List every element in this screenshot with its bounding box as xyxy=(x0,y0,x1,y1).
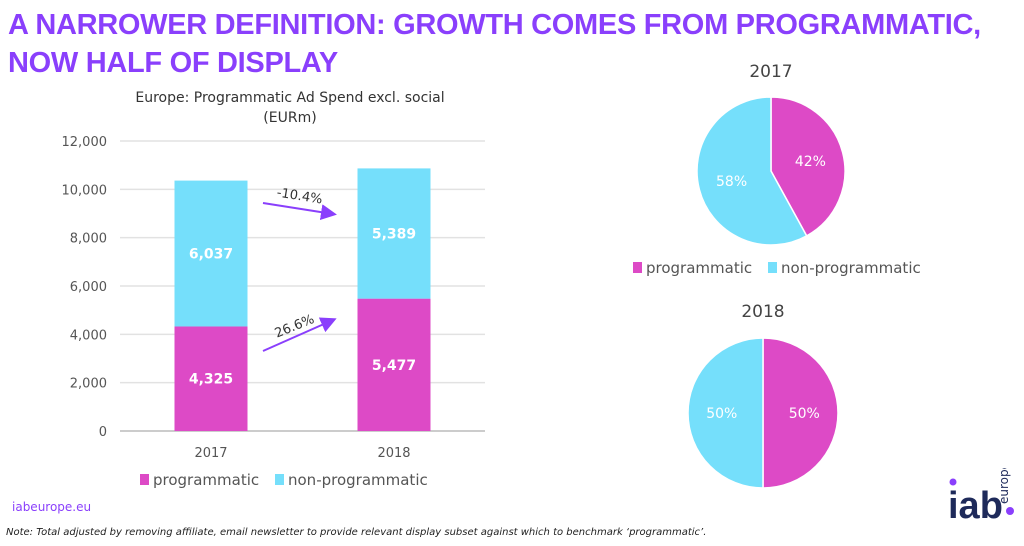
legend-label: programmatic xyxy=(153,471,259,489)
y-tick-label: 8,000 xyxy=(70,232,107,247)
site-link[interactable]: iabeurope.eu xyxy=(12,500,92,514)
pie-slice-label: 50% xyxy=(789,406,820,422)
pie-slice-non-programmatic xyxy=(687,337,764,489)
pie-slice-programmatic xyxy=(770,96,846,237)
legend-swatch-programmatic xyxy=(140,474,149,485)
pie-title: 2018 xyxy=(741,302,784,322)
y-tick-label: 12,000 xyxy=(62,135,108,150)
bar-programmatic xyxy=(357,298,431,431)
pie-legend-label: non-programmatic xyxy=(781,259,921,277)
change-label-non-programmatic: -10.4% xyxy=(276,186,324,208)
bar-data-label: 5,389 xyxy=(372,227,416,243)
pie-legend-swatch xyxy=(768,262,777,273)
y-tick-label: 0 xyxy=(99,425,107,440)
pie-slice-label: 50% xyxy=(706,406,737,422)
bar-data-label: 5,477 xyxy=(372,358,416,374)
iab-europe-logo: iab europe xyxy=(948,462,1018,532)
y-tick-label: 10,000 xyxy=(62,183,108,198)
arrow-non-programmatic-change xyxy=(262,202,337,221)
bar-non-programmatic xyxy=(357,168,431,299)
pie-slice-label: 42% xyxy=(795,154,826,170)
y-tick-label: 4,000 xyxy=(70,328,107,343)
bar-chart-subtitle: (EURm) xyxy=(263,110,317,126)
x-tick-label: 2018 xyxy=(377,446,410,461)
svg-text:iab: iab xyxy=(948,485,1003,527)
pie-title: 2017 xyxy=(749,62,792,82)
pie-slice-label: 58% xyxy=(716,174,747,190)
pie-slice-non-programmatic xyxy=(696,96,808,246)
pie-legend-label: programmatic xyxy=(646,259,752,277)
legend-label: non-programmatic xyxy=(288,471,428,489)
footnote: Note: Total adjusted by removing affilia… xyxy=(6,527,707,538)
bar-data-label: 4,325 xyxy=(189,372,233,388)
bar-data-label: 6,037 xyxy=(189,247,233,263)
y-tick-label: 2,000 xyxy=(70,377,107,392)
bar-programmatic xyxy=(174,326,248,431)
arrow-programmatic-change xyxy=(262,317,337,352)
pie-legend-swatch xyxy=(633,262,642,273)
bar-chart-title: Europe: Programmatic Ad Spend excl. soci… xyxy=(110,88,470,128)
page-title: A NARROWER DEFINITION: GROWTH COMES FROM… xyxy=(8,9,981,79)
bar-non-programmatic xyxy=(174,180,248,327)
svg-text:europe: europe xyxy=(997,468,1011,504)
legend-swatch-non-programmatic xyxy=(275,474,284,485)
y-tick-label: 6,000 xyxy=(70,280,107,295)
x-tick-label: 2017 xyxy=(194,446,227,461)
pie-slice-programmatic xyxy=(762,337,839,489)
bar-chart-title-main: Europe: Programmatic Ad Spend excl. soci… xyxy=(135,90,445,106)
